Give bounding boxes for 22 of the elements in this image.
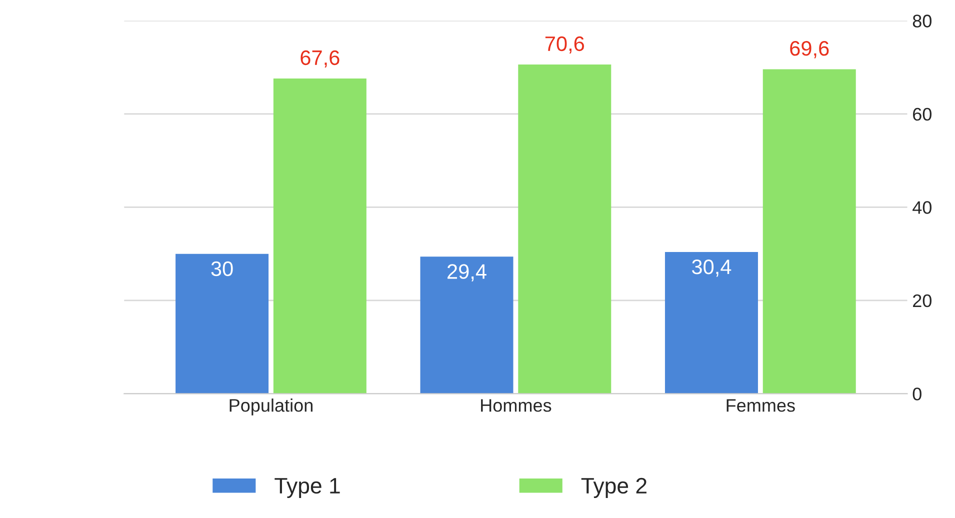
data-label: 30 — [211, 261, 233, 276]
data-label: 70,6 — [545, 36, 584, 54]
bar — [664, 252, 758, 394]
x-tick-label: Population — [230, 398, 312, 416]
data-label: 67,6 — [300, 50, 340, 68]
bar — [273, 78, 366, 394]
y-tick-label: 60 — [913, 108, 932, 121]
bar — [176, 254, 269, 394]
y-tick-label: 20 — [913, 294, 932, 308]
y-tick-label: 0 — [912, 388, 922, 400]
y-tick-label: 40 — [912, 201, 932, 214]
bar — [762, 69, 856, 394]
bar — [518, 64, 612, 394]
legend-label: Type 2 — [581, 478, 646, 498]
x-tick-label: Femmes — [726, 399, 795, 412]
data-label: 29,4 — [448, 264, 486, 282]
bar — [420, 256, 514, 394]
data-label: 30,4 — [692, 260, 732, 277]
legend-label: Type 1 — [274, 478, 340, 498]
y-tick-label: 80 — [912, 14, 932, 28]
x-tick-label: Hommes — [481, 399, 552, 412]
data-label: 69,6 — [790, 41, 829, 58]
